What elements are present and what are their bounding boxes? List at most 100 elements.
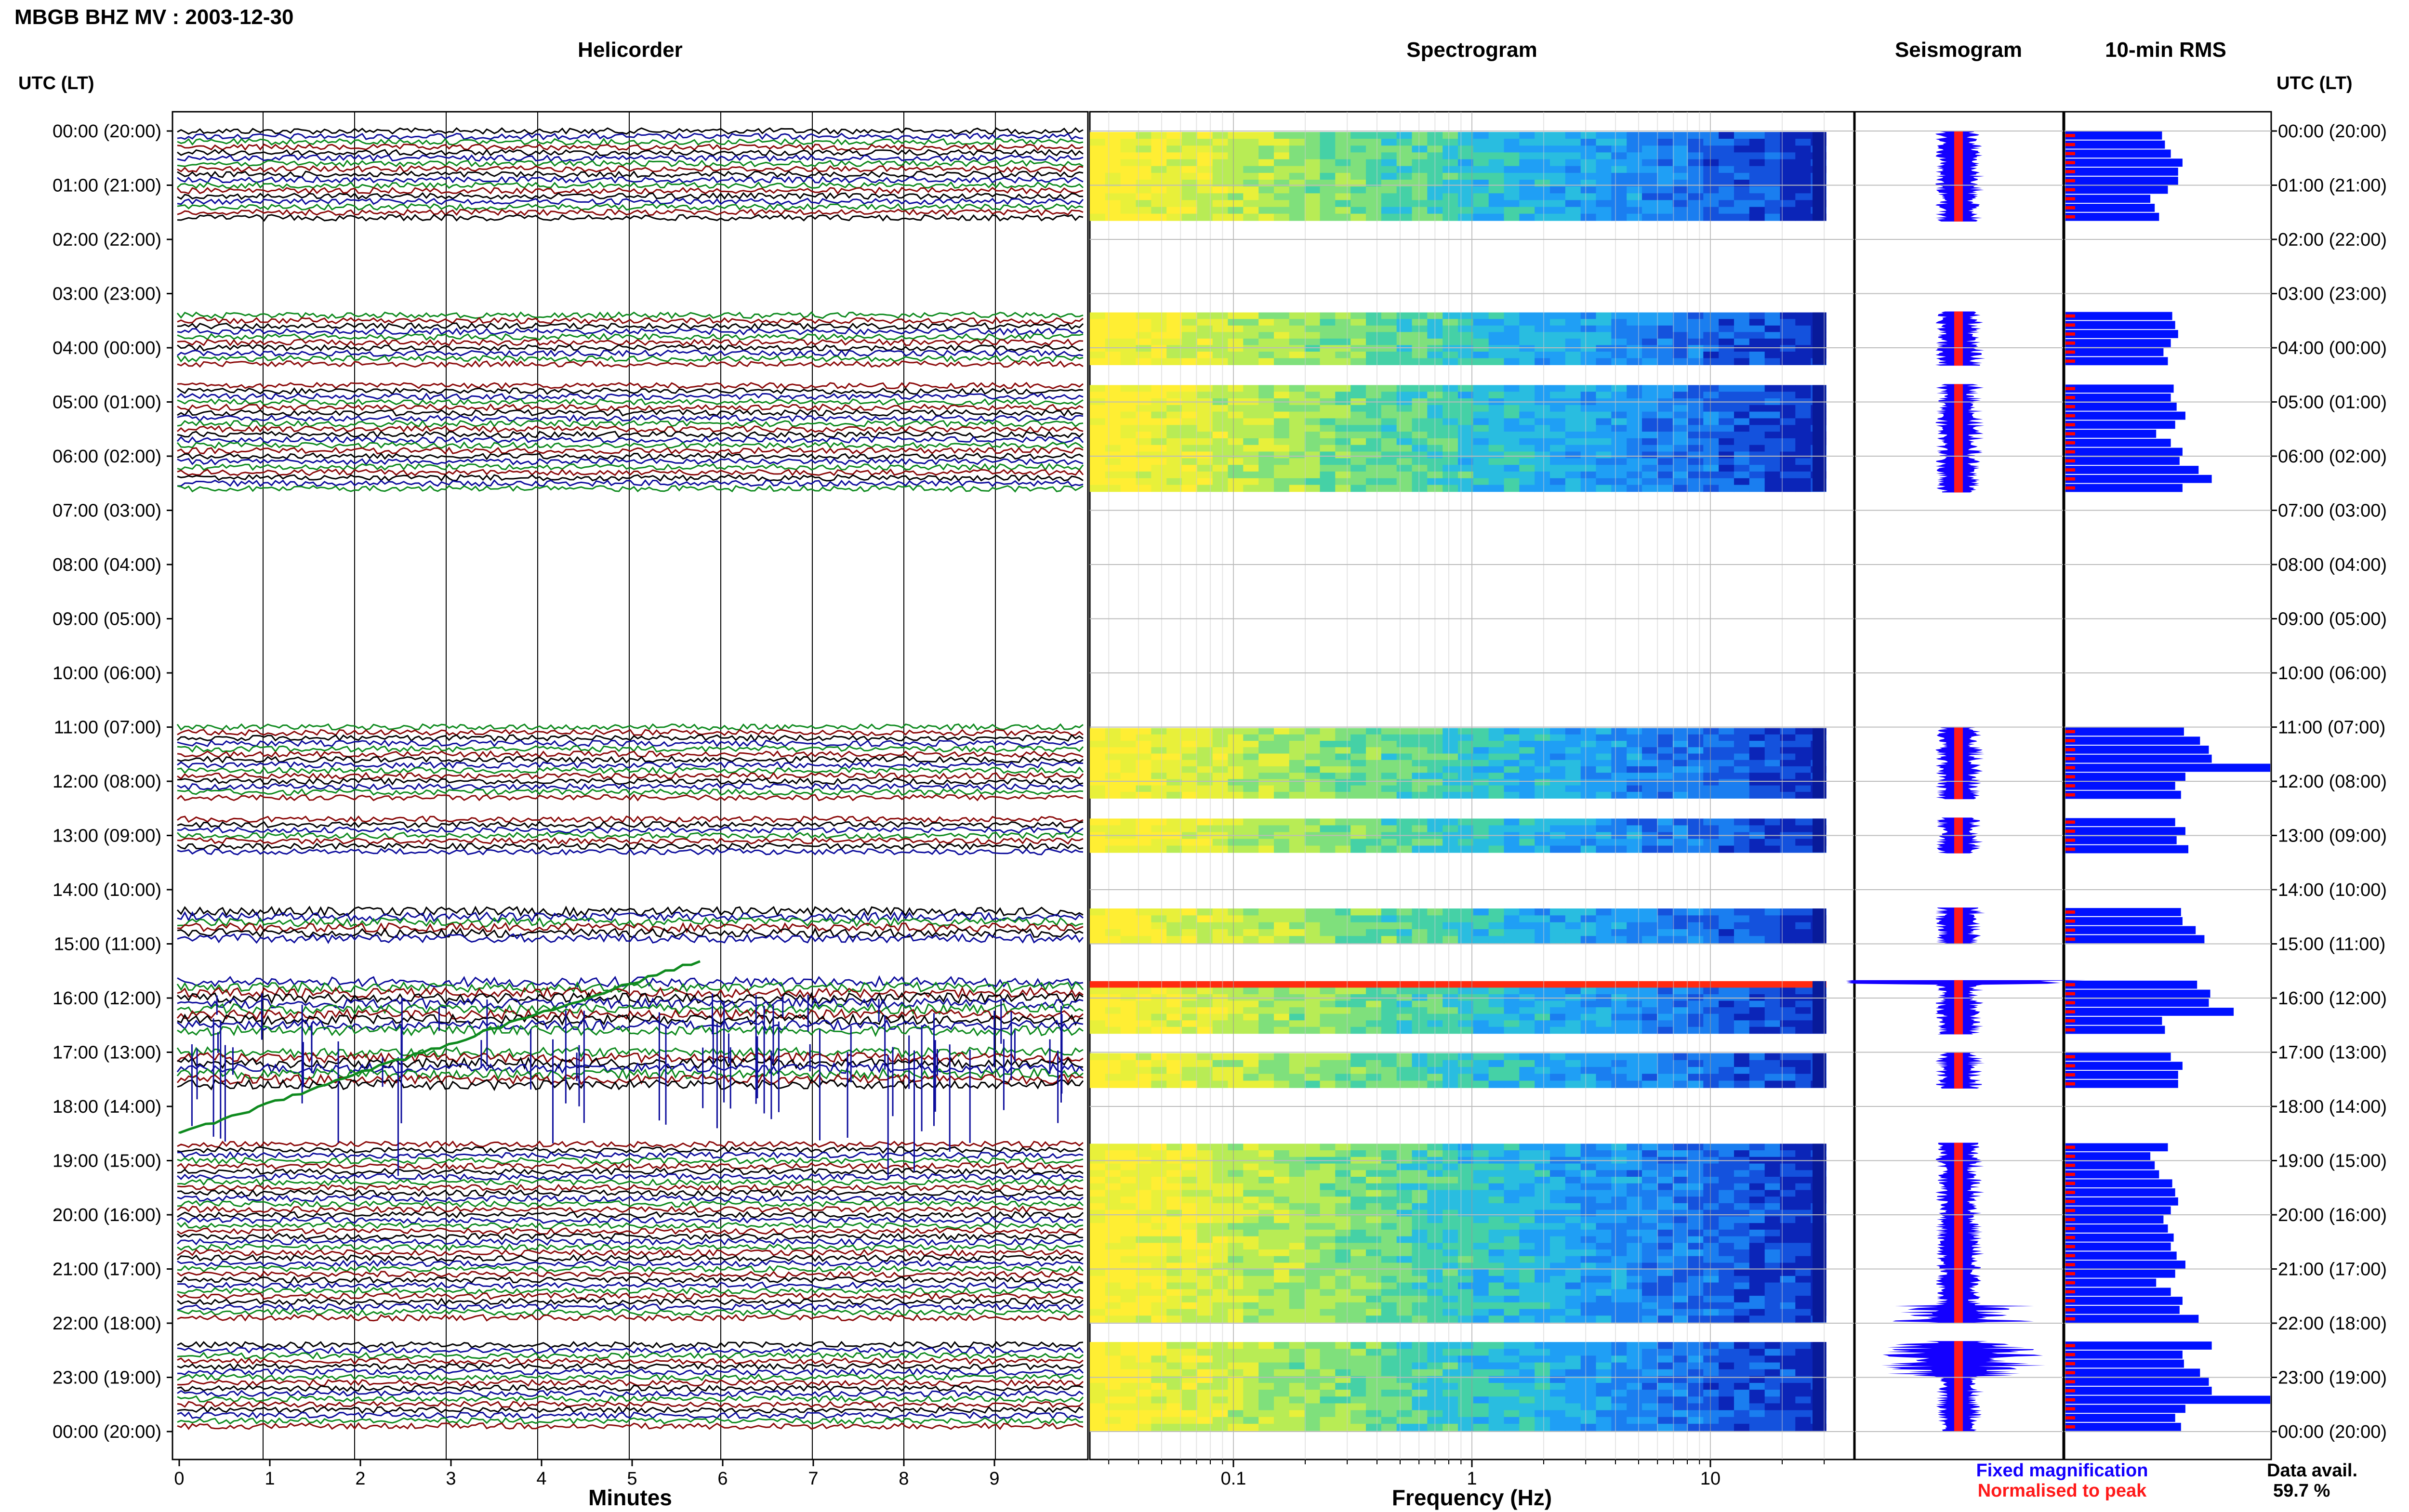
spectrogram-cell (1550, 1223, 1566, 1230)
spectrogram-cell (1672, 1229, 1689, 1237)
spectrogram-cell (1780, 1302, 1796, 1310)
row-label-left: 08:00 (04:00) (53, 555, 161, 575)
spectrogram-cell (1719, 352, 1734, 359)
spectrogram-cell (1657, 1229, 1673, 1237)
spectrogram-cell (1243, 1275, 1259, 1283)
spectrogram-cell (1350, 1256, 1366, 1263)
spectrogram-cell (1565, 139, 1581, 146)
spectrogram-cell (1120, 1080, 1137, 1088)
spectrogram-cell (1120, 915, 1137, 923)
spectrogram-cell (1274, 753, 1290, 761)
spectrogram-cell (1764, 1296, 1781, 1303)
spectrogram-cell (1580, 352, 1597, 359)
spectrogram-cell (1090, 180, 1106, 187)
spectrogram-cell (1350, 152, 1366, 160)
spectrogram-cell (1258, 1282, 1274, 1290)
spectrogram-cell (1764, 1000, 1781, 1008)
spectrogram-cell (1151, 1080, 1167, 1088)
spectrogram-cell (1565, 358, 1581, 365)
spectrogram-cell (1642, 145, 1658, 153)
spectrogram-cell (1488, 1150, 1505, 1157)
spectrogram-cell (1734, 352, 1750, 359)
spectrogram-cell (1596, 172, 1612, 180)
spectrogram-cell (1212, 132, 1229, 139)
spectrogram-cell (1473, 1216, 1489, 1223)
spectrogram-cell (1212, 478, 1229, 486)
spectrogram-cell (1764, 1190, 1781, 1197)
spectrogram-cell (1366, 352, 1382, 359)
spectrogram-cell (1672, 1243, 1689, 1250)
spectrogram-cell (1289, 1196, 1305, 1204)
spectrogram-cell (1120, 839, 1137, 846)
spectrogram-cell (1688, 845, 1704, 853)
spectrogram-cell (1535, 1183, 1550, 1191)
spectrogram-cell (1090, 1203, 1106, 1210)
row-label-right: 02:00 (22:00) (2278, 230, 2387, 250)
spectrogram-cell (1535, 1275, 1550, 1283)
spectrogram-cell (1596, 1262, 1612, 1270)
spectrogram-cell (1780, 345, 1796, 352)
spectrogram-cell (1519, 172, 1535, 180)
spectrogram-cell (1166, 915, 1182, 923)
spectrogram-cell (1458, 1269, 1474, 1276)
spectrogram-cell (1090, 1216, 1106, 1223)
spectrogram-cell (1734, 145, 1750, 153)
spectrogram-cell (1197, 485, 1213, 492)
spectrogram-cell (1412, 325, 1428, 333)
spectrogram-cell (1535, 1210, 1550, 1217)
spectrogram-cell (1136, 1256, 1152, 1263)
spectrogram-cell (1473, 411, 1489, 419)
spectrogram-cell (1565, 1229, 1581, 1237)
spectrogram-cell (1412, 791, 1428, 799)
spectrogram-cell (1473, 1203, 1489, 1210)
spectrogram-cell (1396, 1302, 1413, 1310)
spectrogram-cell (1120, 471, 1137, 479)
spectrogram-cell (1166, 981, 1182, 988)
spectrogram-cell (1366, 1243, 1382, 1250)
spectrogram-cell (1703, 1342, 1719, 1349)
spectrogram-cell (1243, 213, 1259, 221)
spectrogram-cell (1120, 1163, 1137, 1171)
spectrogram-cell (1350, 825, 1366, 833)
spectrogram-cell (1274, 352, 1290, 359)
spectrogram-cell (1473, 159, 1489, 167)
spectrogram-cell (1258, 1262, 1274, 1270)
spectrogram-cell (1105, 1210, 1121, 1217)
spectrogram-cell (1504, 438, 1520, 446)
spectrogram-cell (1719, 166, 1734, 173)
spectrogram-cell (1672, 1163, 1689, 1171)
spectrogram-cell (1350, 741, 1366, 748)
spectrogram-cell (1504, 1150, 1520, 1157)
spectrogram-cell (1535, 1007, 1550, 1014)
spectrogram-cell (1734, 445, 1750, 452)
spectrogram-cell (1212, 332, 1229, 339)
spectrogram-cell (1734, 432, 1750, 439)
spectrogram-cell (1228, 1183, 1244, 1191)
spectrogram-cell (1443, 1074, 1458, 1081)
spectrogram-cell (1749, 741, 1765, 748)
spectrogram-cell (1243, 773, 1259, 780)
spectrogram-cell (1473, 753, 1489, 761)
spectrogram-cell (1780, 1177, 1796, 1184)
spectrogram-cell (1458, 1013, 1474, 1021)
spectrogram-cell (1443, 471, 1458, 479)
row-labels-left: 00:00 (20:00)01:00 (21:00)02:00 (22:00)0… (53, 121, 161, 1442)
spectrogram-cell (1627, 1223, 1642, 1230)
spectrogram-cell (1289, 818, 1305, 826)
spectrogram-cell (1719, 186, 1734, 194)
spectrogram-cell (1596, 908, 1612, 916)
spectrogram-cell (1335, 418, 1351, 425)
spectrogram-cell (1611, 186, 1627, 194)
spectrogram-cell (1703, 734, 1719, 741)
spectrogram-cell (1734, 779, 1750, 786)
spectrogram-cell (1320, 186, 1336, 194)
spectrogram-cell (1258, 1256, 1274, 1263)
spectrogram-cell (1197, 445, 1213, 452)
spectrogram-cell (1228, 1249, 1244, 1257)
spectrogram-cell (1749, 1289, 1765, 1296)
spectrogram-cell (1243, 1170, 1259, 1177)
spectrogram-cell (1228, 438, 1244, 446)
spectrogram-cell (1350, 1053, 1366, 1061)
spectrogram-cell (1197, 478, 1213, 486)
spectrogram-cell (1703, 1144, 1719, 1151)
